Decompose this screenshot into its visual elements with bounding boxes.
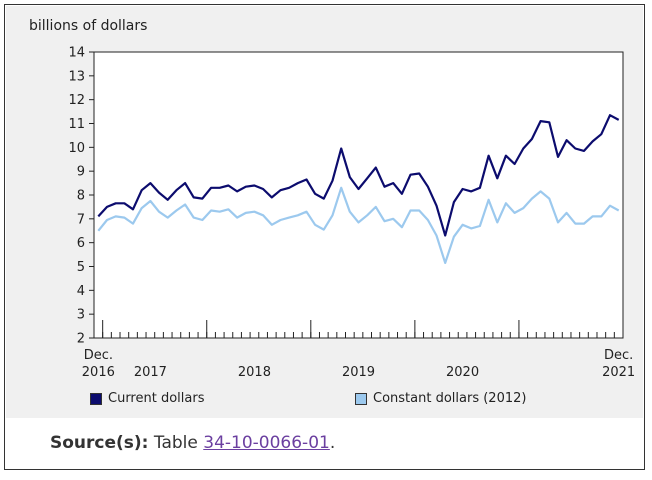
- x-tick-label: 2020: [446, 365, 479, 380]
- y-tick-label: 4: [77, 284, 85, 299]
- legend-item-current: Current dollars: [90, 391, 204, 406]
- y-tick-label: 12: [68, 93, 85, 108]
- x-tick-label: 2017: [134, 365, 167, 380]
- legend-swatch-current: [90, 392, 102, 405]
- y-tick-label: 3: [77, 308, 85, 323]
- y-tick-label: 10: [68, 141, 85, 156]
- chart-frame: billions of dollars 2 3 4 5 6 7 8 9 10 11 12 13 14 De…: [4, 4, 645, 470]
- source-text: Table: [148, 433, 204, 453]
- y-tick-label: 9: [77, 165, 85, 180]
- source-label: Source(s):: [50, 433, 149, 453]
- y-tick-label: 8: [77, 189, 85, 204]
- y-tick-label: 5: [77, 260, 85, 275]
- y-tick-label: 14: [68, 46, 85, 61]
- legend-label-constant: Constant dollars (2012): [373, 391, 527, 406]
- source-note: Source(s): Table 34-10-0066-01.: [50, 433, 335, 453]
- x-tick-label: Dec.: [604, 348, 633, 363]
- line-chart: 2 3 4 5 6 7 8 9 10 11 12 13 14 Dec. 2016 2017 2018 2019 20…: [68, 46, 635, 381]
- y-tick-label: 6: [77, 236, 85, 251]
- x-tick-label: Dec.: [84, 348, 113, 363]
- x-tick-label: 2018: [238, 365, 271, 380]
- series-line-current-dollars: [97, 114, 620, 237]
- y-axis-label: billions of dollars: [29, 18, 148, 34]
- legend-item-constant: Constant dollars (2012): [355, 391, 526, 406]
- legend-swatch-constant: [355, 392, 367, 405]
- y-tick-label: 7: [77, 212, 85, 227]
- source-period: .: [329, 433, 336, 453]
- chart-area: billions of dollars 2 3 4 5 6 7 8 9 10 11 12 13 14 De…: [6, 6, 643, 418]
- x-tick-label: 2016: [82, 365, 115, 380]
- y-tick-label: 11: [68, 117, 85, 132]
- x-tick-label: 2021: [602, 365, 635, 380]
- series-line-constant-dollars: [97, 186, 620, 264]
- legend-label-current: Current dollars: [108, 391, 205, 406]
- source-table-link[interactable]: 34-10-0066-01: [203, 433, 330, 453]
- x-tick-label: 2019: [342, 365, 375, 380]
- y-tick-label: 13: [68, 69, 85, 84]
- y-tick-label: 2: [77, 332, 85, 347]
